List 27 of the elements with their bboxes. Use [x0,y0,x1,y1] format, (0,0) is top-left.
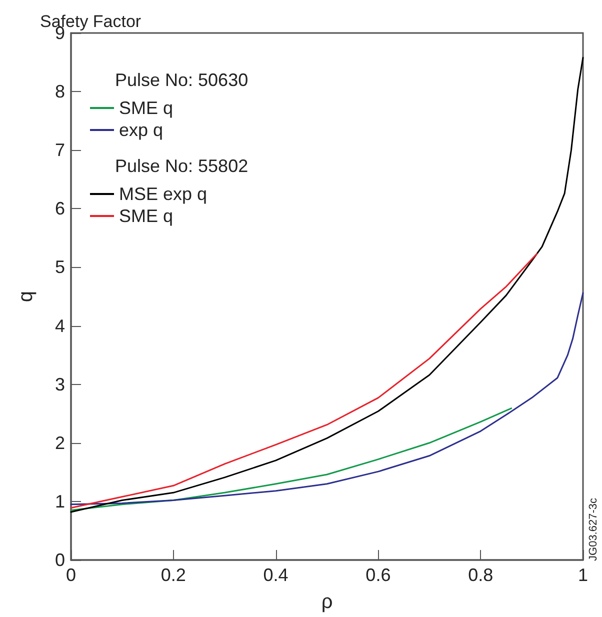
y-axis-title: q [15,290,37,302]
x-tick-label: 1 [578,565,588,585]
annotation: Pulse No: 55802 [115,156,248,176]
x-tick-label: 0.4 [263,565,288,585]
x-axis-title: ρ [321,591,333,613]
x-tick-label: 0.8 [468,565,494,585]
y-tick-label: 5 [54,257,65,278]
legend-label: SME q [119,98,174,118]
line-series [70,408,512,511]
y-tick-label: 4 [54,316,65,336]
line-series [70,253,538,509]
y-tick-label: 0 [54,550,65,570]
y-tick-label: 6 [54,198,65,219]
line-series [70,56,584,513]
y-tick-label: 1 [54,491,65,512]
y-tick-label: 7 [54,140,65,160]
line-series [70,292,584,506]
legend-label: MSE exp q [119,184,208,204]
text: JG03.627-3c [588,498,600,561]
annotation: Pulse No: 50630 [115,70,248,90]
x-tick-label: 0.6 [366,565,391,585]
legend-label: exp q [119,120,164,140]
y-tick-label: 3 [54,374,65,394]
legend-label: SME q [119,206,174,226]
y-tick-label: 8 [54,82,65,102]
x-tick-label: 0.2 [160,565,186,585]
y-tick-label: 2 [54,432,65,453]
